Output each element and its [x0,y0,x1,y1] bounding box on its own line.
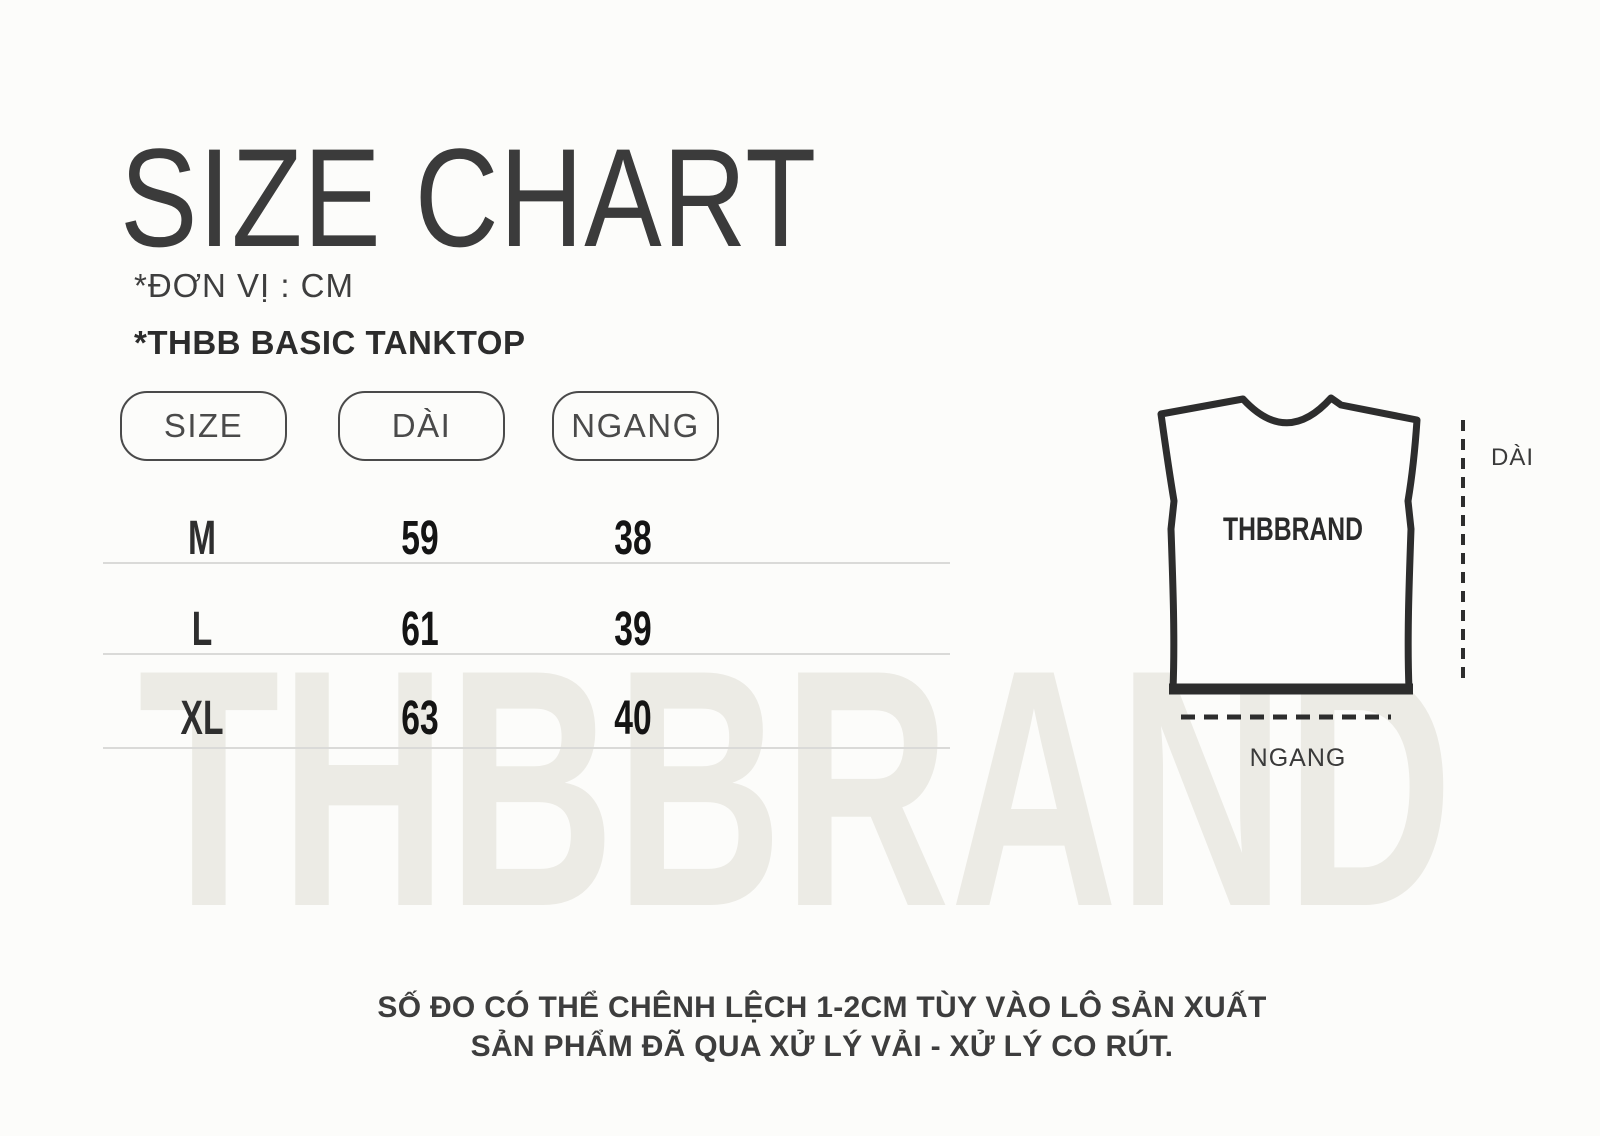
column-header-ngang: NGANG [552,391,719,461]
row-l-size: L [191,603,213,656]
column-header-size-label: SIZE [163,407,244,444]
row-xl-ngang-value: 40 [614,692,652,745]
column-header-dai-label: DÀI [391,407,452,444]
row-divider [103,747,950,749]
row-l-dai-value: 61 [401,603,439,656]
tanktop-outline-icon [1157,394,1421,693]
row-xl-dai-value: 63 [401,692,439,745]
row-divider [103,653,950,655]
length-guide-label: DÀI [1491,444,1534,471]
row-m-size: M [188,512,216,565]
row-l-ngang-value: 39 [614,603,652,656]
product-note: *THBB BASIC TANKTOP [134,324,526,361]
page-title: SIZE CHART [120,119,817,276]
tanktop-measurement-diagram: THBBRAND DÀI NGANG [1125,385,1600,790]
row-xl-size: XL [180,692,224,745]
disclaimer-note: SỐ ĐO CÓ THỂ CHÊNH LỆCH 1-2CM TÙY VÀO LÔ… [322,988,1322,1066]
disclaimer-line-2: SẢN PHẨM ĐÃ QUA XỬ LÝ VẢI - XỬ LÝ CO RÚT… [470,1030,1174,1063]
unit-note: *ĐƠN VỊ : CM [134,267,354,304]
row-divider [103,562,950,564]
garment-brand-label: THBBRAND [1223,511,1363,547]
row-m-ngang-value: 38 [614,512,652,565]
column-header-dai: DÀI [338,391,505,461]
disclaimer-line-1: SỐ ĐO CÓ THỂ CHÊNH LỆCH 1-2CM TÙY VÀO LÔ… [377,991,1267,1024]
row-m-dai-value: 59 [401,512,439,565]
width-guide-label: NGANG [1250,744,1347,772]
column-header-ngang-label: NGANG [571,407,700,444]
column-header-size: SIZE [120,391,287,461]
